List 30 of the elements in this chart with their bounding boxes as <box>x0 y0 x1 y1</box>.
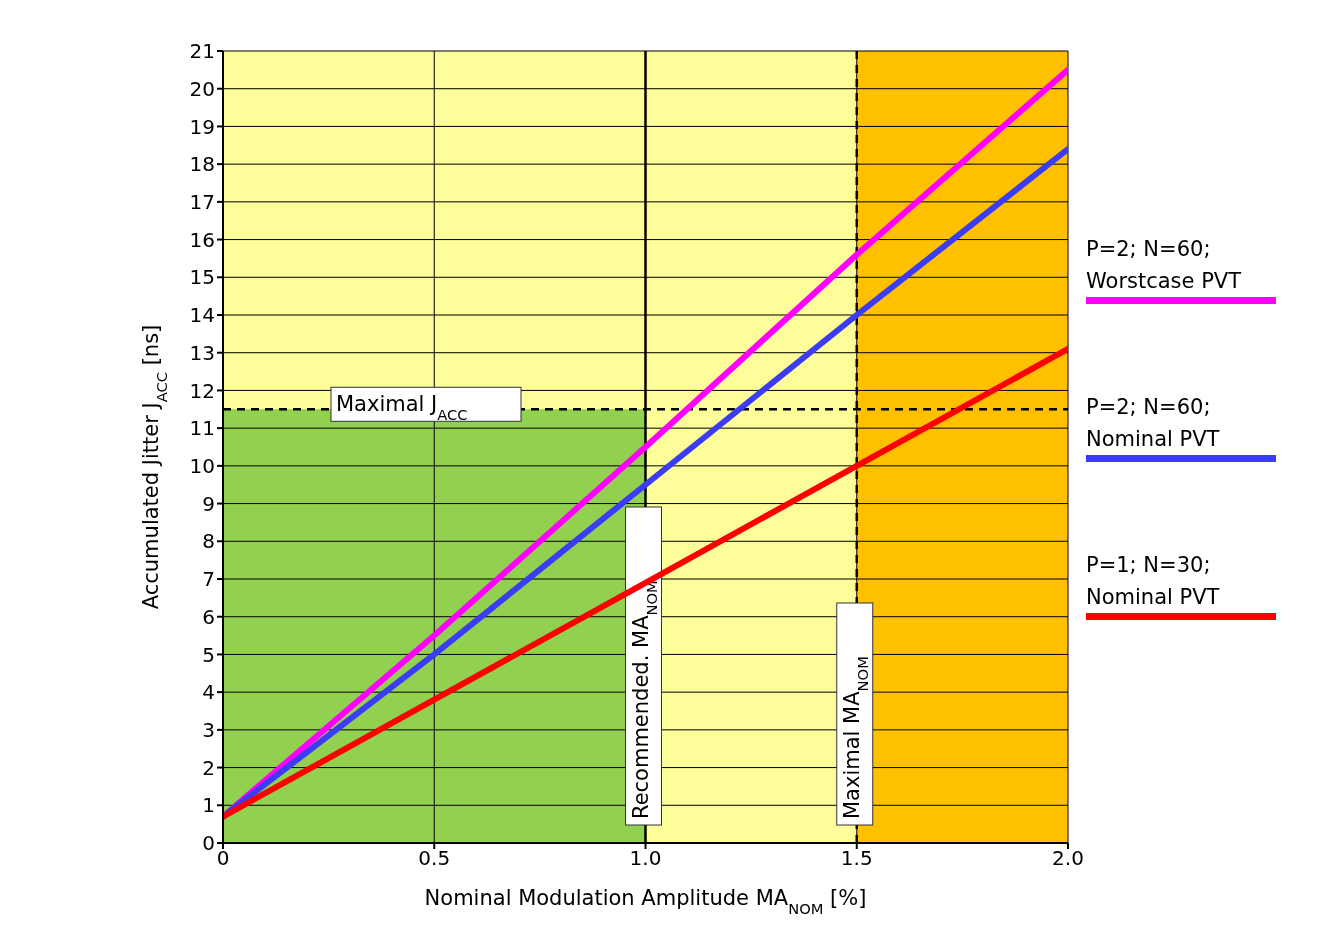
y-tick-label: 1 <box>202 793 215 818</box>
y-tick-label: 15 <box>189 265 215 290</box>
y-tick-label: 18 <box>189 152 215 177</box>
x-tick-label: 1.0 <box>629 846 662 871</box>
y-tick-label: 20 <box>189 76 215 101</box>
y-tick-label: 2 <box>202 755 215 780</box>
y-tick-label: 5 <box>202 642 215 667</box>
text: P=1; N=30; Nominal PVT <box>1086 549 1276 620</box>
text: P=2; N=60; Nominal PVT <box>1086 391 1276 462</box>
y-tick-label: 7 <box>202 567 215 592</box>
y-tick-label: 8 <box>202 529 215 554</box>
y-tick-label: 16 <box>189 227 215 252</box>
y-tick-label: 3 <box>202 717 215 742</box>
y-tick-label: 10 <box>189 453 215 478</box>
y-tick-label: 12 <box>189 378 215 403</box>
y-tick-label: 21 <box>189 39 215 64</box>
y-tick-label: 9 <box>202 491 215 516</box>
y-tick-label: 11 <box>189 416 215 441</box>
text: P=2; N=60; Worstcase PVT <box>1086 233 1276 304</box>
x-tick-label: 0.5 <box>418 846 451 871</box>
x-tick-label: 2.0 <box>1052 846 1084 871</box>
y-tick-label: 6 <box>202 604 215 629</box>
y-tick-label: 4 <box>202 680 215 705</box>
y-tick-label: 13 <box>189 340 215 365</box>
x-tick-label: 1.5 <box>840 846 873 871</box>
x-axis-title: Nominal Modulation Amplitude MA$_{NOM}$ [%] <box>424 886 867 917</box>
ref-line-label: Maximal J$_{ACC}$ <box>336 392 468 423</box>
y-tick-label: 14 <box>189 303 215 328</box>
y-tick-label: 17 <box>189 189 215 214</box>
y-tick-label: 19 <box>189 114 215 139</box>
